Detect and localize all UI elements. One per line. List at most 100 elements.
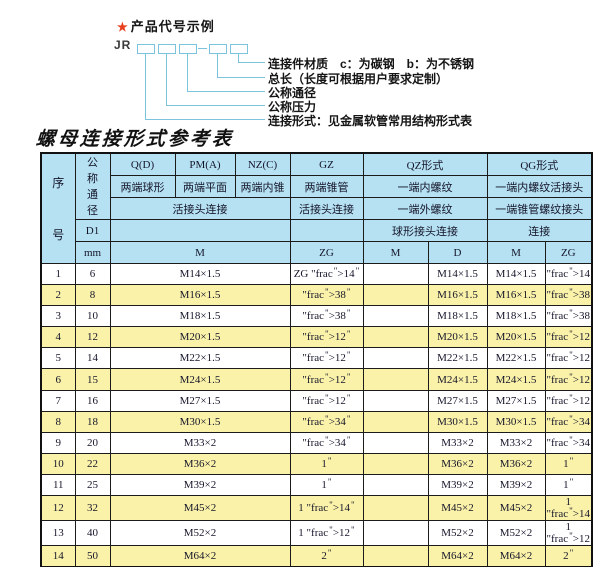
header-qz-desc1: 一端内螺纹 xyxy=(362,175,488,198)
code-prefix: JR xyxy=(114,38,132,52)
table-header: 序号 公称通径 Q(D) PM(A) NZ(C) GZ QZ形式 QG形式 两端… xyxy=(40,152,593,264)
header-qz-m: M xyxy=(362,241,429,264)
cell-qg-zg: "frac">34" xyxy=(544,410,593,433)
cell-qg-m: M39×2 xyxy=(486,473,546,497)
cell-dn: 10 xyxy=(74,305,111,328)
cell-gz: "frac">12" xyxy=(289,389,364,412)
cell-qz-d: M27×1.5 xyxy=(427,389,488,412)
diagram-label-diameter: 公称通径 xyxy=(268,86,317,100)
cell-qz-d: M16×1.5 xyxy=(427,284,488,307)
header-q: Q(D) xyxy=(109,152,176,176)
header-gz: GZ xyxy=(289,152,364,176)
cell-qg-m: M20×1.5 xyxy=(486,326,546,349)
cell-qz-m xyxy=(362,326,429,349)
header-nominal-diameter: 公称通径 xyxy=(74,152,111,220)
cell-m: M14×1.5 xyxy=(109,262,291,286)
cell-gz: "frac">34" xyxy=(289,410,364,433)
header-pm-desc: 两端平面 xyxy=(174,175,236,198)
cell-qg-zg: "frac">12" xyxy=(544,368,593,391)
table-row: 7 16 M27×1.5 "frac">12" M27×1.5 M27×1.5 "frac"… xyxy=(40,389,593,412)
cell-qg-zg: "frac">12" xyxy=(544,389,593,412)
table-row: 5 14 M22×1.5 "frac">12" M22×1.5 M22×1.5 "frac"… xyxy=(40,347,593,370)
cell-qz-m xyxy=(362,495,429,522)
cell-qg-zg: "frac">12" xyxy=(544,347,593,370)
diagram-label-pressure: 公称压力 xyxy=(268,100,317,114)
cell-gz: "frac">38" xyxy=(289,305,364,328)
cell-qz-d: M64×2 xyxy=(427,545,488,567)
cell-qz-d: M45×2 xyxy=(427,495,488,522)
header-seq: 序号 xyxy=(40,152,76,264)
cell-m: M22×1.5 xyxy=(109,347,291,370)
cell-dn: 50 xyxy=(74,545,111,567)
header-qg-form: QG形式 xyxy=(486,152,593,176)
table-row: 12 32 M45×2 1 "frac">14" M45×2 M45×2 1 "frac">… xyxy=(40,495,593,522)
header-qg-connection: 连接 xyxy=(486,219,593,242)
header-nz: NZ(C) xyxy=(234,152,291,176)
cell-gz: 1 "frac">14" xyxy=(289,495,364,522)
cell-gz: 1" xyxy=(289,452,364,475)
cell-qz-d: M52×2 xyxy=(427,520,488,547)
cell-qz-d: M39×2 xyxy=(427,473,488,497)
cell-qz-m xyxy=(362,389,429,412)
header-zg: ZG xyxy=(289,241,364,264)
cell-qz-d: M24×1.5 xyxy=(427,368,488,391)
diagram-title: ★ 产品代号示例 xyxy=(117,16,215,35)
header-qg-m: M xyxy=(486,241,546,264)
cell-qg-zg: "frac">34" xyxy=(544,431,593,454)
cell-qz-m xyxy=(362,520,429,547)
cell-dn: 18 xyxy=(74,410,111,433)
header-pm: PM(A) xyxy=(174,152,236,176)
cell-qz-m xyxy=(362,284,429,307)
table-row: 2 8 M16×1.5 "frac">38" M16×1.5 M16×1.5 "frac">… xyxy=(40,284,593,307)
cell-qz-m xyxy=(362,410,429,433)
table-row: 4 12 M20×1.5 "frac">12" M20×1.5 M20×1.5 "frac"… xyxy=(40,326,593,349)
table-row: 11 25 M39×2 1" M39×2 M39×2 1" xyxy=(40,473,593,497)
cell-qz-d: M20×1.5 xyxy=(427,326,488,349)
cell-qz-m xyxy=(362,305,429,328)
cell-qz-d: M33×2 xyxy=(427,431,488,454)
cell-no: 3 xyxy=(40,305,76,328)
cell-qg-m: M52×2 xyxy=(486,520,546,547)
cell-no: 14 xyxy=(40,545,76,567)
cell-gz: "frac">34" xyxy=(289,431,364,454)
cell-gz: "frac">12" xyxy=(289,368,364,391)
cell-no: 12 xyxy=(40,495,76,522)
header-qz-desc2: 一端外螺纹 xyxy=(362,197,488,220)
cell-no: 13 xyxy=(40,520,76,547)
header-empty xyxy=(289,219,364,242)
header-qz-form: QZ形式 xyxy=(362,152,488,176)
cell-qg-m: M16×1.5 xyxy=(486,284,546,307)
cell-no: 6 xyxy=(40,368,76,391)
header-d1: D1 xyxy=(74,219,111,242)
table-title: 螺母连接形式参考表 xyxy=(35,129,235,150)
cell-qg-m: M14×1.5 xyxy=(486,262,546,286)
cell-no: 7 xyxy=(40,389,76,412)
cell-no: 10 xyxy=(40,452,76,475)
cell-qg-zg: "frac">38" xyxy=(544,284,593,307)
cell-dn: 12 xyxy=(74,326,111,349)
cell-dn: 15 xyxy=(74,368,111,391)
cell-qz-d: M22×1.5 xyxy=(427,347,488,370)
header-qz-connection: 球形接头连接 xyxy=(362,219,488,242)
cell-qz-d: M18×1.5 xyxy=(427,305,488,328)
cell-m: M18×1.5 xyxy=(109,305,291,328)
table-body: 1 6 M14×1.5 ZG "frac">14" M14×1.5 M14×1.5 "fra… xyxy=(40,262,593,567)
connector-line xyxy=(187,91,265,92)
cell-qz-m xyxy=(362,347,429,370)
header-gz-connection: 活接头连接 xyxy=(289,197,364,220)
header-gz-desc: 两端锥管 xyxy=(289,175,364,198)
header-mm: mm xyxy=(74,241,111,264)
cell-gz: 2" xyxy=(289,545,364,567)
connector-line xyxy=(145,53,146,120)
cell-m: M33×2 xyxy=(109,431,291,454)
cell-no: 8 xyxy=(40,410,76,433)
cell-no: 11 xyxy=(40,473,76,497)
diagram-title-text: 产品代号示例 xyxy=(130,19,215,34)
cell-qz-d: M36×2 xyxy=(427,452,488,475)
header-q-desc: 两端球形 xyxy=(109,175,176,198)
code-box-5 xyxy=(230,44,248,54)
table-row: 8 18 M30×1.5 "frac">34" M30×1.5 M30×1.5 "frac"… xyxy=(40,410,593,433)
cell-m: M27×1.5 xyxy=(109,389,291,412)
cell-qg-m: M24×1.5 xyxy=(486,368,546,391)
